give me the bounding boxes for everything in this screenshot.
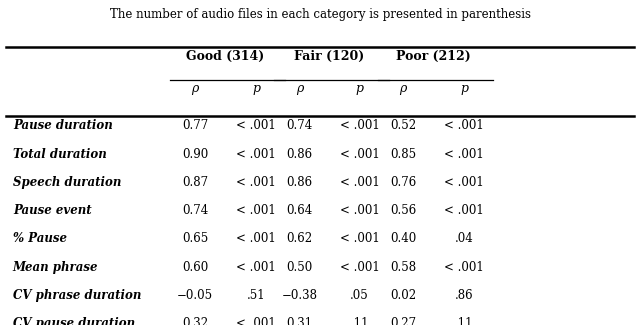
Text: < .001: < .001	[444, 119, 484, 132]
Text: p: p	[356, 82, 364, 95]
Text: .11: .11	[455, 317, 473, 325]
Text: .05: .05	[350, 289, 369, 302]
Text: Mean phrase: Mean phrase	[13, 261, 99, 274]
Text: 0.62: 0.62	[287, 232, 312, 245]
Text: Pause event: Pause event	[13, 204, 92, 217]
Text: ρ: ρ	[191, 82, 199, 95]
Text: % Pause: % Pause	[13, 232, 67, 245]
Text: 0.27: 0.27	[390, 317, 416, 325]
Text: CV phrase duration: CV phrase duration	[13, 289, 141, 302]
Text: 0.52: 0.52	[390, 119, 416, 132]
Text: < .001: < .001	[444, 148, 484, 161]
Text: 0.74: 0.74	[286, 119, 313, 132]
Text: < .001: < .001	[340, 148, 380, 161]
Text: 0.32: 0.32	[182, 317, 208, 325]
Text: < .001: < .001	[236, 176, 276, 189]
Text: −0.05: −0.05	[177, 289, 213, 302]
Text: .04: .04	[454, 232, 474, 245]
Text: Good (314): Good (314)	[186, 50, 264, 63]
Text: .11: .11	[351, 317, 369, 325]
Text: p: p	[252, 82, 260, 95]
Text: Fair (120): Fair (120)	[294, 50, 365, 63]
Text: 0.65: 0.65	[182, 232, 209, 245]
Text: ρ: ρ	[296, 82, 303, 95]
Text: 0.40: 0.40	[390, 232, 417, 245]
Text: 0.60: 0.60	[182, 261, 209, 274]
Text: < .001: < .001	[236, 317, 276, 325]
Text: < .001: < .001	[340, 204, 380, 217]
Text: 0.77: 0.77	[182, 119, 209, 132]
Text: Total duration: Total duration	[13, 148, 106, 161]
Text: 0.50: 0.50	[286, 261, 313, 274]
Text: .51: .51	[246, 289, 266, 302]
Text: ρ: ρ	[399, 82, 407, 95]
Text: Poor (212): Poor (212)	[396, 50, 470, 63]
Text: 0.64: 0.64	[286, 204, 313, 217]
Text: 0.86: 0.86	[287, 176, 312, 189]
Text: < .001: < .001	[444, 261, 484, 274]
Text: < .001: < .001	[340, 261, 380, 274]
Text: 0.90: 0.90	[182, 148, 209, 161]
Text: The number of audio files in each category is presented in parenthesis: The number of audio files in each catego…	[109, 8, 531, 21]
Text: < .001: < .001	[236, 119, 276, 132]
Text: < .001: < .001	[236, 148, 276, 161]
Text: 0.74: 0.74	[182, 204, 209, 217]
Text: 0.76: 0.76	[390, 176, 417, 189]
Text: 0.58: 0.58	[390, 261, 416, 274]
Text: CV pause duration: CV pause duration	[13, 317, 135, 325]
Text: 0.31: 0.31	[287, 317, 312, 325]
Text: Pause duration: Pause duration	[13, 119, 113, 132]
Text: < .001: < .001	[236, 261, 276, 274]
Text: p: p	[460, 82, 468, 95]
Text: 0.85: 0.85	[390, 148, 416, 161]
Text: < .001: < .001	[444, 204, 484, 217]
Text: < .001: < .001	[236, 204, 276, 217]
Text: −0.38: −0.38	[282, 289, 317, 302]
Text: < .001: < .001	[236, 232, 276, 245]
Text: 0.87: 0.87	[182, 176, 208, 189]
Text: Speech duration: Speech duration	[13, 176, 121, 189]
Text: < .001: < .001	[340, 119, 380, 132]
Text: 0.56: 0.56	[390, 204, 417, 217]
Text: < .001: < .001	[340, 232, 380, 245]
Text: < .001: < .001	[340, 176, 380, 189]
Text: .86: .86	[454, 289, 474, 302]
Text: < .001: < .001	[444, 176, 484, 189]
Text: 0.02: 0.02	[390, 289, 416, 302]
Text: 0.86: 0.86	[287, 148, 312, 161]
